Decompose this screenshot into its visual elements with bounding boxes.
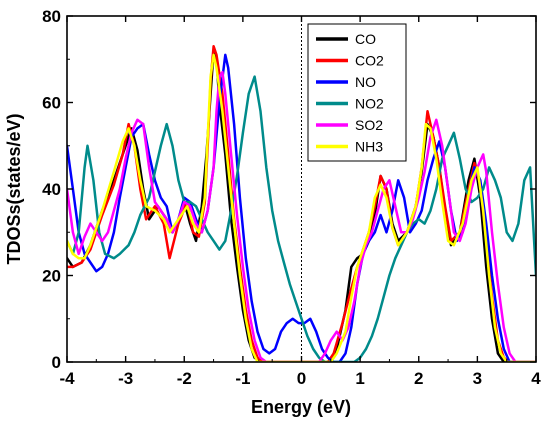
y-tick-label: 0	[52, 353, 61, 372]
legend-label-nh3: NH3	[355, 139, 383, 155]
legend-label-co2: CO2	[355, 53, 384, 69]
x-tick-label: -3	[118, 369, 133, 388]
x-tick-label: 3	[473, 369, 482, 388]
legend-label-so2: SO2	[355, 117, 383, 133]
x-axis-title: Energy (eV)	[251, 397, 351, 417]
x-tick-label: -1	[235, 369, 250, 388]
series-line-nh3	[67, 53, 536, 362]
legend-label-no2: NO2	[355, 96, 384, 112]
y-tick-label: 20	[42, 267, 61, 286]
y-axis-title: TDOSs(states/eV)	[4, 113, 24, 264]
x-tick-label: -2	[177, 369, 192, 388]
x-tick-label: 1	[355, 369, 364, 388]
x-tick-label: -4	[59, 369, 75, 388]
legend: CO CO2 NO NO2 SO2 NH3	[307, 23, 407, 162]
legend-label-co: CO	[355, 31, 376, 47]
legend-label-no: NO	[355, 74, 376, 90]
y-tick-label: 60	[42, 94, 61, 113]
x-tick-label: 4	[531, 369, 541, 388]
x-tick-label: 0	[297, 369, 306, 388]
x-tick-label: 2	[414, 369, 423, 388]
series-line-no2	[67, 75, 536, 362]
y-tick-label: 40	[42, 180, 61, 199]
series-layer	[67, 16, 536, 362]
y-tick-label: 80	[42, 7, 61, 26]
legend-box	[307, 23, 407, 162]
series-line-so2	[67, 70, 536, 362]
series-line-co2	[67, 45, 536, 362]
